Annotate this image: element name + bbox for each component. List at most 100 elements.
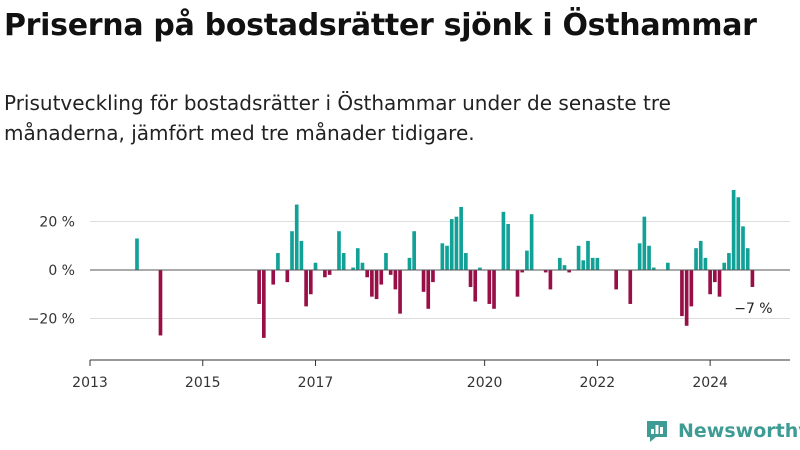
bar <box>384 253 388 270</box>
bar <box>750 270 755 287</box>
annotations: −7 % <box>734 301 772 317</box>
bar <box>501 211 506 270</box>
bar <box>393 270 398 290</box>
bars <box>135 190 755 338</box>
bar <box>370 270 374 297</box>
x-tick-label: 2020 <box>467 375 503 391</box>
bar <box>449 219 454 270</box>
annotation-label: −7 % <box>734 301 772 317</box>
bar <box>557 257 562 270</box>
brand-name: Newsworthy <box>678 420 800 442</box>
y-tick-label: 0 % <box>48 263 75 279</box>
bar <box>736 197 741 270</box>
bar <box>684 270 689 326</box>
bar <box>294 204 299 270</box>
bar <box>341 253 346 270</box>
bar <box>717 270 722 297</box>
bar <box>727 253 731 270</box>
bar <box>135 238 139 270</box>
bar <box>261 270 266 338</box>
bar <box>590 257 595 270</box>
bar <box>708 270 712 295</box>
bar <box>440 243 445 270</box>
bar <box>741 226 745 270</box>
bar <box>713 270 717 283</box>
bar <box>379 270 384 285</box>
bar <box>487 270 492 304</box>
bar <box>327 270 332 275</box>
bar <box>506 223 510 270</box>
bar <box>445 245 449 270</box>
bar <box>351 267 355 270</box>
bar <box>703 257 708 270</box>
y-tick-label: −20 % <box>28 311 75 327</box>
bar <box>694 248 698 270</box>
bar <box>407 257 412 270</box>
bar <box>562 265 567 270</box>
bar <box>666 262 670 270</box>
bar <box>478 267 482 270</box>
bar <box>431 270 435 283</box>
bar <box>285 270 290 283</box>
bar <box>628 270 633 304</box>
bar <box>548 270 553 290</box>
y-tick-label: 20 % <box>39 215 75 231</box>
x-tick-label: 2024 <box>692 375 728 391</box>
bar <box>529 214 534 270</box>
bar <box>642 216 647 270</box>
bar <box>525 250 529 270</box>
y-axis-ticks: 20 % 0 % −20 % <box>28 215 75 328</box>
bar <box>520 270 525 273</box>
chart-subtitle: Prisutveckling för bostadsrätter i Östha… <box>4 91 671 145</box>
bar <box>257 270 261 304</box>
bar <box>355 248 360 270</box>
newsworthy-logo-icon <box>647 421 667 442</box>
bar <box>360 262 365 270</box>
bar <box>468 270 473 287</box>
bar <box>290 231 294 270</box>
bar <box>313 262 318 270</box>
x-axis: 2013 2015 2017 2020 2022 2024 <box>72 359 790 391</box>
bar <box>271 270 276 285</box>
bar <box>586 240 590 270</box>
bar <box>337 231 341 270</box>
x-tick-label: 2013 <box>72 375 108 391</box>
bar <box>581 260 586 270</box>
brand-logo: Newsworthy <box>644 418 800 444</box>
bar <box>374 270 379 300</box>
bar <box>698 240 703 270</box>
gridlines <box>90 221 790 319</box>
bar <box>680 270 684 317</box>
x-tick-label: 2015 <box>185 375 221 391</box>
bar <box>492 270 496 309</box>
x-tick-label: 2022 <box>580 375 616 391</box>
bar <box>299 240 304 270</box>
x-tick-label: 2017 <box>298 375 334 391</box>
bar <box>689 270 694 307</box>
bar <box>651 267 656 270</box>
bar <box>722 262 727 270</box>
bar <box>276 253 280 270</box>
bar <box>745 248 750 270</box>
bar <box>365 270 370 278</box>
bar <box>158 270 163 336</box>
bar <box>647 245 651 270</box>
bar <box>323 270 327 278</box>
bar <box>464 253 468 270</box>
bar <box>304 270 308 307</box>
bar <box>421 270 426 292</box>
bar <box>567 270 572 273</box>
bar <box>515 270 520 297</box>
page-title: Priserna på bostadsrätter sjönk i Östham… <box>4 8 757 43</box>
bar <box>412 231 416 270</box>
bar <box>308 270 313 295</box>
bar <box>459 206 463 270</box>
bar <box>637 243 642 270</box>
bar <box>426 270 431 309</box>
bar <box>473 270 478 302</box>
bar <box>731 190 736 270</box>
bar <box>576 245 581 270</box>
bar <box>595 257 600 270</box>
bar <box>454 216 459 270</box>
